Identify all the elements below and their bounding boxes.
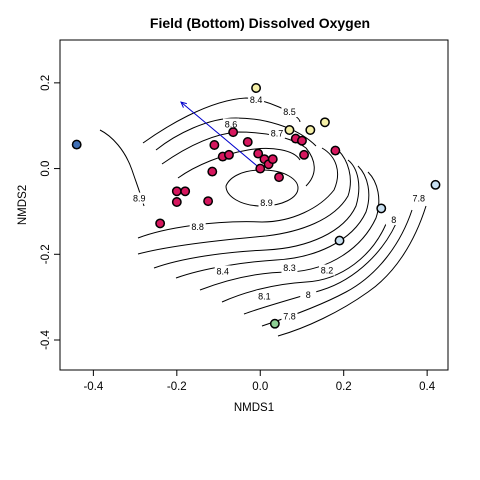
contour-label-bg <box>385 214 402 225</box>
point-magenta <box>297 135 307 146</box>
y-tick-label: 0.0 <box>40 161 52 177</box>
x-tick-label: 0.4 <box>419 381 436 393</box>
contour-label-bg <box>410 192 427 204</box>
point-blue <box>71 139 82 150</box>
contour-label-bg <box>214 265 231 277</box>
contour-line <box>177 147 301 179</box>
x-tick-label: 0.2 <box>336 381 352 393</box>
contour-label-bg <box>319 264 336 276</box>
contour-label-bg <box>281 310 298 322</box>
x-tick-label: -0.2 <box>167 381 187 393</box>
x-axis-label: NMDS1 <box>234 402 274 414</box>
point-light_blue <box>334 235 345 246</box>
contour-line <box>221 223 387 303</box>
point-magenta <box>209 140 220 150</box>
contour-label-bg <box>281 262 298 273</box>
contour-line <box>225 169 299 207</box>
point-magenta <box>274 172 284 183</box>
point-magenta <box>203 196 214 207</box>
contour-label-bg <box>131 192 148 204</box>
contour-line <box>137 147 338 239</box>
contour-label: 8.6 <box>225 119 238 129</box>
point-yellow <box>305 125 316 135</box>
contour-line <box>137 149 351 255</box>
point-magenta <box>255 163 266 174</box>
arrow-head <box>180 101 187 108</box>
x-axis: -0.4 -0.2 0.0 0.2 0.4 <box>83 369 436 393</box>
point-magenta <box>224 149 234 160</box>
point-light_blue <box>376 203 387 214</box>
contour-label: 8 <box>306 290 311 300</box>
contour-label: 7.8 <box>283 311 296 321</box>
contour-label: 8.8 <box>191 222 204 232</box>
contour-label-bg <box>281 106 298 117</box>
contour-label-bg <box>300 289 317 300</box>
point-magenta <box>267 154 278 165</box>
point-magenta <box>155 218 166 229</box>
contour-line <box>199 171 380 291</box>
contour-line <box>277 205 427 337</box>
contour-line <box>155 117 317 151</box>
contour-label: 7.8 <box>413 194 426 204</box>
contour-label: 8.4 <box>250 95 263 105</box>
point-yellow <box>284 125 295 135</box>
point-green <box>269 318 280 329</box>
point-magenta <box>228 127 239 138</box>
contour-label-bg <box>189 220 206 232</box>
env-vector-arrow <box>180 101 261 169</box>
y-tick-label: 0.2 <box>40 75 52 91</box>
point-magenta <box>180 186 191 197</box>
y-axis-label: NMDS2 <box>17 185 29 225</box>
contour-lines <box>99 97 427 337</box>
contour-label-bg <box>248 94 265 105</box>
y-tick-label: -0.2 <box>40 244 52 264</box>
point-magenta <box>171 197 182 207</box>
contour-label: 8.7 <box>271 128 284 138</box>
contour-label: 8.3 <box>283 263 296 273</box>
contour-label-bg <box>268 127 285 139</box>
sample-points <box>71 83 441 329</box>
chart-title: Field (Bottom) Dissolved Oxygen <box>150 15 370 31</box>
contour-line <box>243 213 401 315</box>
point-yellow <box>319 117 330 128</box>
contour-label-bg <box>256 290 273 302</box>
point-magenta <box>242 137 253 147</box>
contour-line <box>153 159 360 269</box>
y-tick-label: -0.4 <box>40 329 52 349</box>
contour-line <box>161 131 315 187</box>
point-magenta <box>299 149 310 160</box>
point-magenta <box>171 186 182 197</box>
contour-labels: 7.8 8 8.1 8.2 8.3 8.4 8.4 8.5 8.6 8.7 8.8 8.9 8.9 7.8… <box>131 94 427 322</box>
point-magenta <box>330 145 341 156</box>
contour-label: 8.9 <box>260 198 273 208</box>
contour-label: 8.2 <box>321 266 334 276</box>
contour-label-bg <box>223 118 240 130</box>
contour-label: 8.5 <box>283 107 296 117</box>
contour-label-bg <box>258 196 275 208</box>
point-magenta <box>253 148 264 159</box>
contour-label: 8 <box>391 215 396 225</box>
x-tick-label: -0.4 <box>83 381 103 393</box>
contour-label: 8.9 <box>133 194 146 204</box>
point-light_blue <box>430 179 441 190</box>
contour-label: 8.1 <box>258 291 271 301</box>
y-axis: -0.4 -0.2 0.0 0.2 <box>40 75 60 350</box>
contour-label: 8.4 <box>216 266 229 276</box>
point-yellow <box>251 83 262 93</box>
arrow-shaft <box>180 101 261 169</box>
x-tick-label: 0.0 <box>252 381 268 393</box>
point-magenta <box>207 166 218 177</box>
